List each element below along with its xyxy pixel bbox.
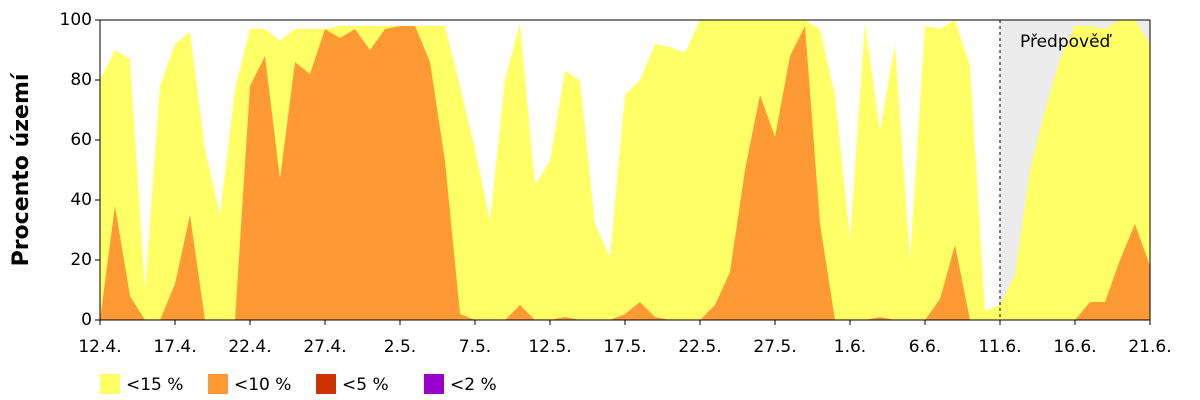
x-tick-label: 12.5. <box>528 337 571 357</box>
y-tick-label: 20 <box>70 250 92 270</box>
legend-label: <5 % <box>342 375 389 395</box>
x-tick-label: 11.6. <box>978 337 1021 357</box>
legend-swatch <box>208 374 228 394</box>
y-tick-label: 40 <box>70 190 92 210</box>
legend-label: <2 % <box>450 375 497 395</box>
x-tick-label: 17.5. <box>603 337 646 357</box>
y-tick-label: 80 <box>70 70 92 90</box>
x-tick-label: 27.4. <box>303 337 346 357</box>
x-tick-label: 22.4. <box>228 337 271 357</box>
x-tick-label: 2.5. <box>384 337 416 357</box>
y-tick-label: 60 <box>70 130 92 150</box>
legend-swatch <box>100 374 120 394</box>
x-tick-label: 1.6. <box>834 337 866 357</box>
y-tick-label: 100 <box>60 10 92 30</box>
x-tick-label: 27.5. <box>753 337 796 357</box>
y-tick-label: 0 <box>81 310 92 330</box>
legend-swatch <box>316 374 336 394</box>
y-axis-label: Procento území <box>9 72 34 266</box>
x-tick-label: 6.6. <box>909 337 941 357</box>
legend-label: <15 % <box>126 375 183 395</box>
x-tick-label: 16.6. <box>1053 337 1096 357</box>
x-tick-label: 12.4. <box>78 337 121 357</box>
x-tick-label: 7.5. <box>459 337 491 357</box>
legend-label: <10 % <box>234 375 291 395</box>
forecast-label: Předpověď <box>1020 32 1113 52</box>
x-tick-label: 21.6. <box>1128 337 1171 357</box>
area <box>100 26 1150 320</box>
x-tick-label: 17.4. <box>153 337 196 357</box>
legend-swatch <box>424 374 444 394</box>
x-tick-label: 22.5. <box>678 337 721 357</box>
